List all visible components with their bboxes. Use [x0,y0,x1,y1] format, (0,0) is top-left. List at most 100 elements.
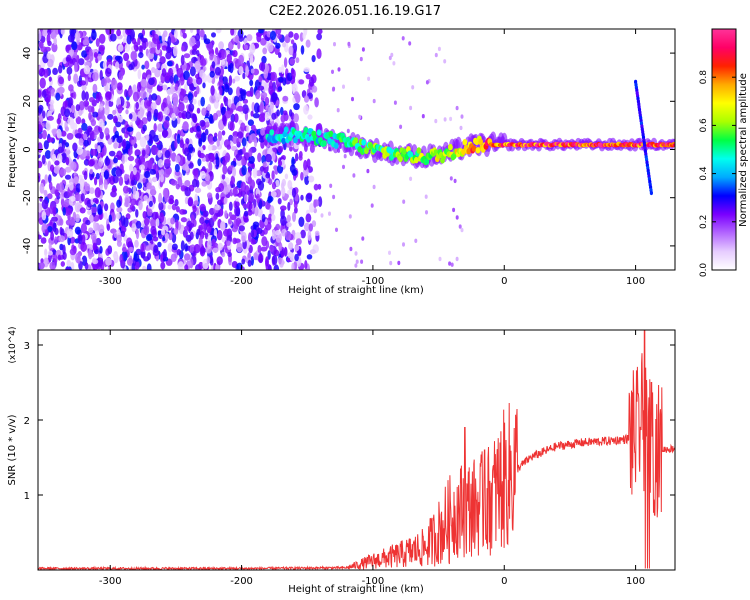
noise-blob [448,261,452,266]
noise-blob [434,118,438,124]
noise-blob [124,89,128,98]
noise-blob [256,32,262,43]
noise-blob [294,245,300,252]
signal-mark [361,139,367,146]
noise-blob [271,229,276,241]
noise-blob [247,119,254,126]
noise-blob [81,84,87,91]
noise-blob [168,232,173,241]
noise-blob [265,105,270,112]
noise-blob [56,128,62,139]
noise-blob [47,115,54,121]
noise-blob [161,228,166,236]
noise-blob [217,130,222,141]
noise-blob [204,128,209,136]
noise-blob [90,148,98,156]
noise-blob [287,189,294,195]
noise-blob [242,104,249,115]
noise-blob [206,256,211,265]
noise-blob [201,180,208,187]
noise-blob [275,230,281,236]
noise-blob [146,110,152,122]
noise-blob [206,41,213,52]
noise-blob [252,167,258,179]
noise-blob [167,204,172,210]
colorbar-label: Normalized spectral amplitude [738,73,749,227]
noise-blob [196,228,201,236]
noise-blob [116,82,123,91]
noise-blob [105,257,112,266]
noise-blob [78,138,84,146]
noise-blob [107,245,113,255]
spectrogram-x-label: Height of straight line (km) [288,285,424,296]
noise-blob [220,106,226,116]
noise-blob [158,201,164,211]
noise-blob [80,80,86,86]
noise-blob [261,213,266,223]
noise-blob [43,257,49,268]
noise-blob [359,56,363,62]
noise-blob [157,123,164,132]
noise-blob [277,86,283,92]
noise-blob [291,169,298,176]
noise-blob [41,199,49,210]
noise-blob [115,61,120,70]
noise-blob [304,260,308,270]
noise-blob [262,161,267,168]
noise-blob [185,111,191,120]
noise-blob [227,87,233,96]
noise-blob [361,47,365,52]
noise-blob [229,62,234,74]
noise-blob [248,52,254,59]
noise-blob [278,76,284,83]
noise-blob [348,214,352,219]
noise-blob [241,165,247,176]
noise-blob [269,205,275,216]
noise-blob [117,104,123,114]
noise-blob [55,92,61,101]
noise-blob [209,70,215,78]
noise-blob [193,243,201,254]
noise-blob [50,231,54,241]
noise-blob [48,76,52,82]
noise-blob [425,210,428,215]
noise-blob [38,262,45,270]
noise-blob [64,108,71,118]
noise-blob [306,158,311,168]
noise-blob [138,52,144,59]
noise-blob [51,249,57,256]
noise-blob [409,176,413,181]
noise-blob [136,119,144,129]
noise-blob [248,155,255,164]
noise-blob [275,223,281,231]
noise-blob [277,198,282,205]
noise-blob [143,224,150,236]
snr-line [38,330,675,570]
noise-blob [271,112,277,120]
signal-mark [462,139,468,146]
noise-blob [171,92,179,103]
noise-blob [288,31,294,38]
spike-mark [649,190,654,196]
noise-blob [216,229,223,241]
noise-blob [184,186,191,197]
noise-blob [148,77,155,86]
noise-blob [135,101,139,110]
noise-blob [311,220,317,228]
noise-blob [99,103,104,111]
noise-blob [47,58,54,68]
signal-mark [306,136,311,143]
noise-blob [260,92,268,99]
noise-blob [288,242,294,251]
noise-blob [95,230,99,236]
noise-blob [62,244,66,255]
noise-blob [113,142,118,149]
noise-blob [75,213,80,223]
noise-blob [50,89,55,97]
noise-blob [210,85,215,96]
noise-blob [282,42,287,48]
noise-blob [399,124,403,129]
noise-blob [295,238,302,246]
noise-blob [41,154,46,165]
